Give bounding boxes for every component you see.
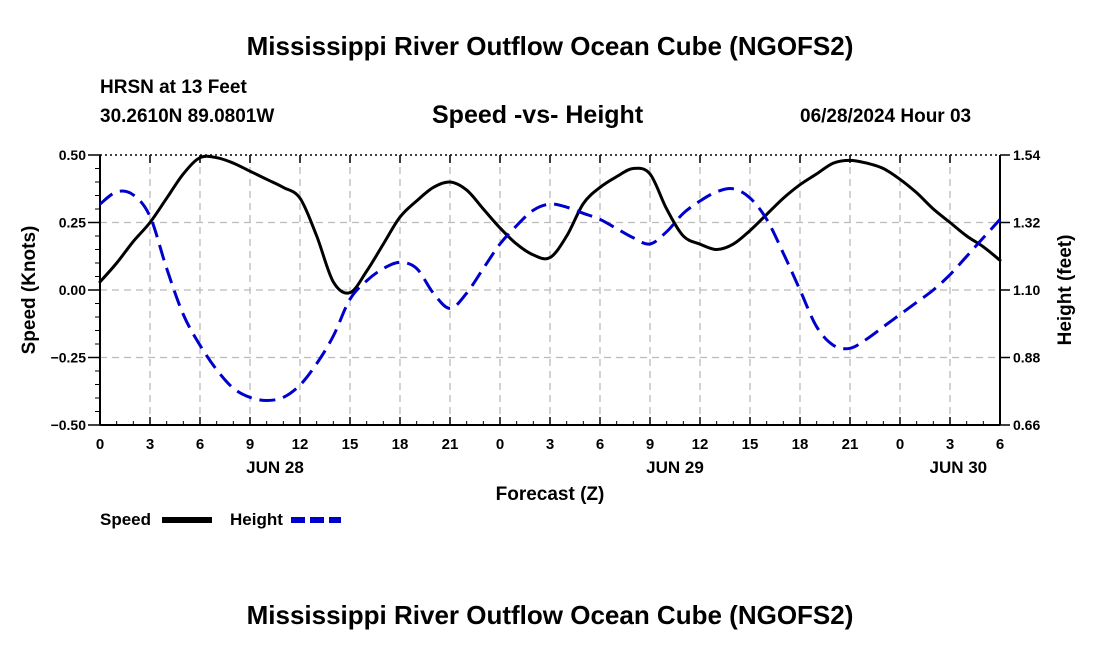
date-label: JUN 30 — [930, 458, 988, 477]
legend-speed-label: Speed — [100, 510, 151, 529]
y2-tick-label: 1.10 — [1013, 282, 1040, 298]
y-tick-label: 0.25 — [59, 215, 86, 231]
x-tick-label: 6 — [596, 436, 604, 453]
date-label: JUN 29 — [646, 458, 704, 477]
grid — [100, 155, 1000, 425]
x-tick-label: 12 — [692, 436, 709, 453]
footer-title: Mississippi River Outflow Ocean Cube (NG… — [246, 600, 854, 630]
y2-tick-label: 0.88 — [1013, 350, 1040, 366]
x-tick-label: 18 — [792, 436, 809, 453]
x-tick-label: 15 — [742, 436, 759, 453]
y2-tick-label: 0.66 — [1013, 417, 1040, 433]
legend: Speed Height — [100, 510, 341, 529]
x-tick-label: 6 — [996, 436, 1004, 453]
x-axis-title: Forecast (Z) — [496, 484, 605, 505]
x-tick-label: 3 — [946, 436, 954, 453]
x-tick-label: 15 — [342, 436, 359, 453]
x-tick-label: 0 — [96, 436, 104, 453]
x-tick-label: 3 — [546, 436, 554, 453]
speed-series-line — [98, 154, 1002, 295]
y-tick-label: 0.50 — [59, 147, 86, 163]
y-tick-label: −0.25 — [51, 350, 87, 366]
forecast-datetime: 06/28/2024 Hour 03 — [800, 106, 972, 127]
axes — [88, 154, 1010, 426]
y-tick-label: 0.00 — [59, 282, 86, 298]
x-tick-label: 0 — [896, 436, 904, 453]
axis-labels: 0 3 6 9 12 15 18 21 0 3 6 9 12 15 18 21 0 3 6 0.50 0.25 0.00 −… — [19, 147, 1076, 505]
y2-axis-title: Height (feet) — [1055, 235, 1076, 346]
x-tick-label: 9 — [246, 436, 254, 453]
y2-tick-label: 1.32 — [1013, 215, 1040, 231]
x-tick-label: 6 — [196, 436, 204, 453]
x-tick-label: 9 — [646, 436, 654, 453]
x-tick-label: 21 — [442, 436, 459, 453]
y2-tick-label: 1.54 — [1013, 147, 1040, 163]
x-tick-label: 0 — [496, 436, 504, 453]
chart-subtitle: Speed -vs- Height — [432, 101, 644, 129]
x-tick-label: 18 — [392, 436, 409, 453]
date-label: JUN 28 — [246, 458, 304, 477]
height-series-line — [99, 187, 1002, 402]
chart-title: Mississippi River Outflow Ocean Cube (NG… — [246, 31, 854, 61]
x-tick-label: 21 — [842, 436, 859, 453]
y-axis-title: Speed (Knots) — [19, 226, 40, 355]
x-tick-label: 3 — [146, 436, 154, 453]
x-tick-label: 12 — [292, 436, 309, 453]
station-label: HRSN at 13 Feet — [100, 77, 247, 98]
coordinates-label: 30.2610N 89.0801W — [100, 106, 275, 127]
y-tick-label: −0.50 — [51, 417, 87, 433]
legend-height-label: Height — [230, 510, 283, 529]
series-group — [98, 154, 1002, 402]
